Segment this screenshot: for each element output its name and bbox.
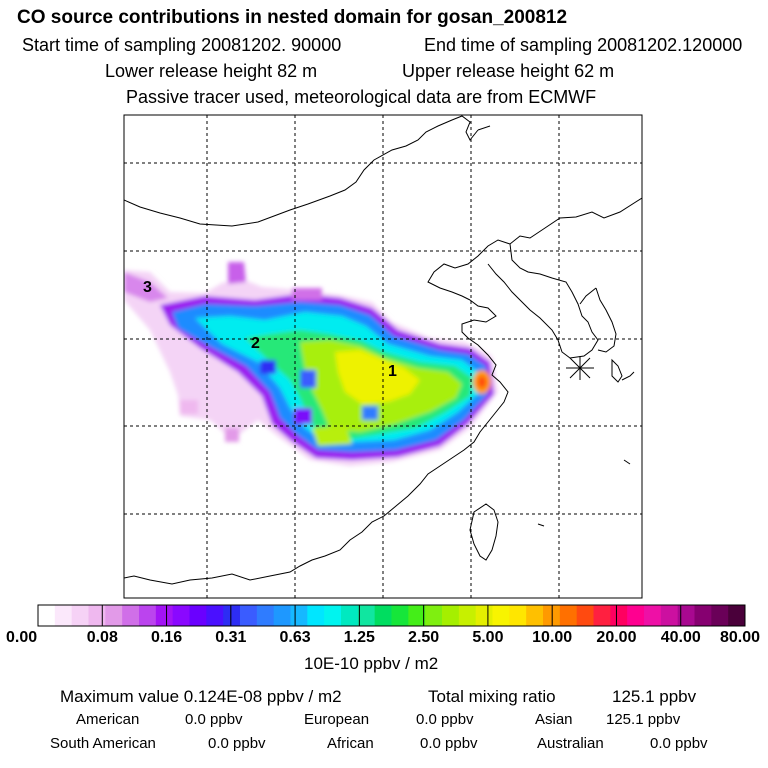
colorbar-segment [71, 605, 89, 626]
source-marker-1: 1 [388, 363, 397, 380]
colorbar-tick-label: 0.63 [279, 629, 311, 646]
lower-release-height: Lower release height 82 m [105, 61, 318, 81]
colorbar-tick-label: 0.00 [6, 629, 38, 646]
receptor-star-icon [566, 356, 594, 380]
colorbar-segment [610, 605, 628, 626]
sampling-end-time: End time of sampling 20081202.120000 [424, 35, 743, 55]
total-mixing-ratio-value: 125.1 ppbv [612, 687, 697, 706]
map-title: CO source contributions in nested domain… [17, 7, 568, 28]
region-value-south-american: 0.0 ppbv [208, 735, 266, 752]
colorbar-tick-label: 0.16 [150, 629, 183, 646]
colorbar-segment [391, 605, 409, 626]
colorbar-segment [273, 605, 291, 626]
colorbar-segment [240, 605, 258, 626]
colorbar-segment [307, 605, 325, 626]
colorbar-segment [357, 605, 376, 626]
colorbar-segment [189, 605, 207, 626]
colorbar-segment [442, 605, 460, 626]
colorbar-segment [694, 605, 712, 626]
tracer-description: Passive tracer used, meteorological data… [126, 87, 597, 107]
colorbar-segment [644, 605, 662, 626]
colorbar-segment [38, 605, 56, 626]
map-grid [124, 115, 642, 598]
colorbar-segment [54, 605, 73, 626]
colorbar-segment [492, 605, 510, 626]
colorbar-segment [728, 605, 746, 626]
sampling-start-time: Start time of sampling 20081202. 90000 [22, 35, 342, 55]
region-value-american: 0.0 ppbv [185, 711, 243, 728]
colorbar-segment [155, 605, 174, 626]
region-value-australian: 0.0 ppbv [650, 735, 708, 752]
region-value-european: 0.0 ppbv [416, 711, 474, 728]
colorbar-segment [374, 605, 392, 626]
colorbar-segment [206, 605, 224, 626]
colorbar-tick-label: 0.31 [215, 629, 247, 646]
colorbar-segment [677, 605, 695, 626]
colorbar-segment [341, 605, 359, 626]
colorbar-segment [627, 605, 645, 626]
concentration-plume [124, 262, 498, 466]
map-frame [123, 114, 643, 599]
region-name-african: African [327, 735, 374, 752]
colorbar-segment [290, 605, 308, 626]
region-name-australian: Australian [537, 735, 604, 752]
colorbar-segment [256, 605, 275, 626]
source-marker-2: 2 [251, 335, 260, 352]
colorbar-segment [509, 605, 527, 626]
colorbar-tick-label: 1.25 [343, 629, 375, 646]
region-name-american: American [76, 711, 140, 728]
region-name-european: European [304, 711, 370, 728]
region-value-asian: 125.1 ppbv [606, 711, 681, 728]
colorbar-segment [122, 605, 140, 626]
colorbar-segment [139, 605, 157, 626]
colorbar-segment [711, 605, 729, 626]
colorbar-segment [475, 605, 493, 626]
colorbar-segment [105, 605, 123, 626]
coastlines [124, 115, 642, 598]
region-value-african: 0.0 ppbv [420, 735, 478, 752]
colorbar-tick-label: 10.00 [532, 629, 573, 646]
maximum-value: Maximum value 0.124E-08 ppbv / m2 [60, 687, 342, 706]
upper-release-height: Upper release height 62 m [402, 61, 615, 81]
colorbar-unit-label: 10E-10 ppbv / m2 [304, 654, 439, 673]
colorbar-tick-label: 5.00 [472, 629, 504, 646]
colorbar-tick-label: 40.00 [660, 629, 701, 646]
colorbar-tick-label: 2.50 [408, 629, 440, 646]
colorbar-segment [408, 605, 426, 626]
colorbar-segment [576, 605, 594, 626]
colorbar-tick-label: 80.00 [719, 629, 760, 646]
colorbar-segment [660, 605, 679, 626]
source-marker-3: 3 [143, 279, 152, 296]
colorbar [37, 604, 746, 627]
map-area: 1 2 3 [124, 115, 642, 598]
colorbar-segment [543, 605, 561, 626]
region-name-south-american: South American [50, 735, 156, 752]
total-mixing-ratio-label: Total mixing ratio [428, 687, 556, 706]
colorbar-segment [593, 605, 611, 626]
colorbar-segment [425, 605, 443, 626]
colorbar-tick-label: 0.08 [86, 629, 118, 646]
colorbar-segment [458, 605, 477, 626]
colorbar-segment [526, 605, 544, 626]
colorbar-segment [172, 605, 190, 626]
colorbar-segment [223, 605, 241, 626]
colorbar-segment [324, 605, 342, 626]
colorbar-tick-label: 20.00 [596, 629, 637, 646]
region-name-asian: Asian [535, 711, 573, 728]
colorbar-frame [37, 604, 746, 627]
colorbar-segment [88, 605, 106, 626]
colorbar-segment [559, 605, 578, 626]
